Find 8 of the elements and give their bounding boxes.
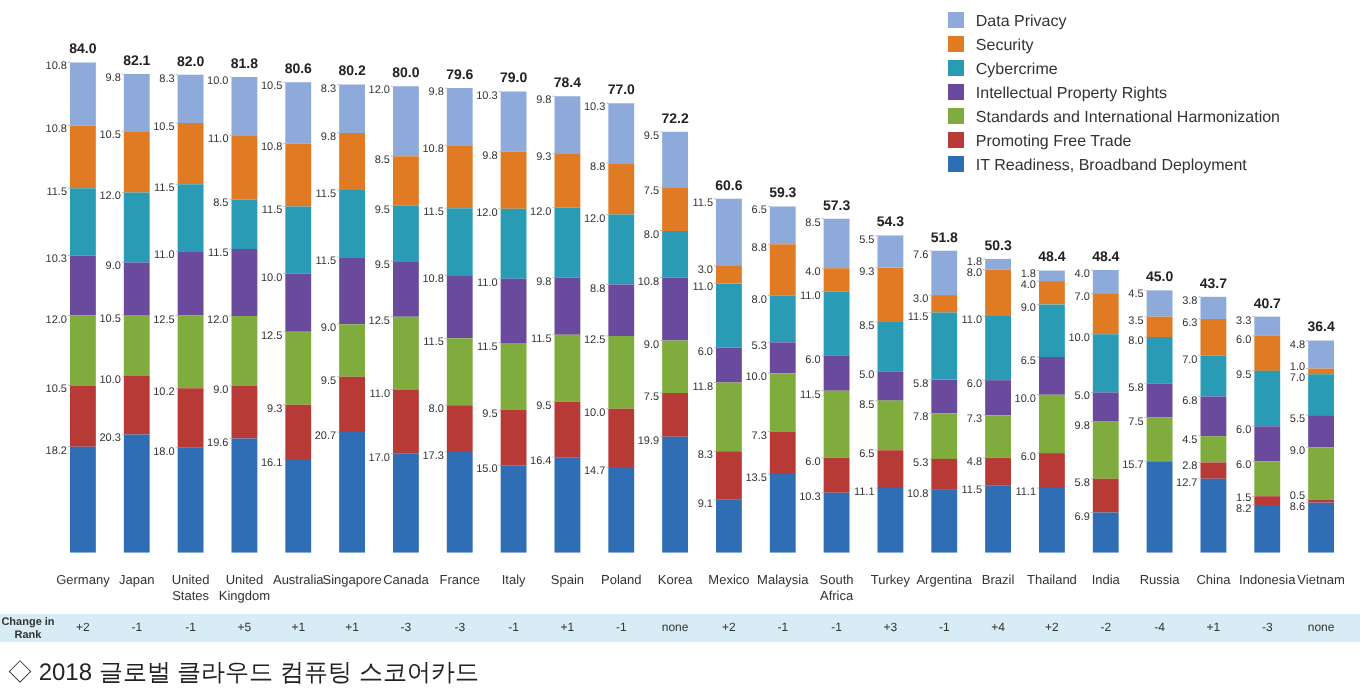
text: ◇ 2018 글로벌 클라우드 컴퓨팅 스코어카드: [8, 656, 479, 690]
legend-label: IT Readiness, Broadband Deployment: [975, 155, 1247, 173]
legend-label: Cybercrime: [975, 59, 1058, 77]
legend-label: Intellectual Property Rights: [975, 83, 1168, 101]
legend-label: Promoting Free Trade: [975, 131, 1132, 149]
legend-label: Data Privacy: [975, 11, 1067, 29]
legend-label: Standards and International Harmonization: [975, 107, 1280, 125]
legend-label: Security: [975, 35, 1034, 53]
